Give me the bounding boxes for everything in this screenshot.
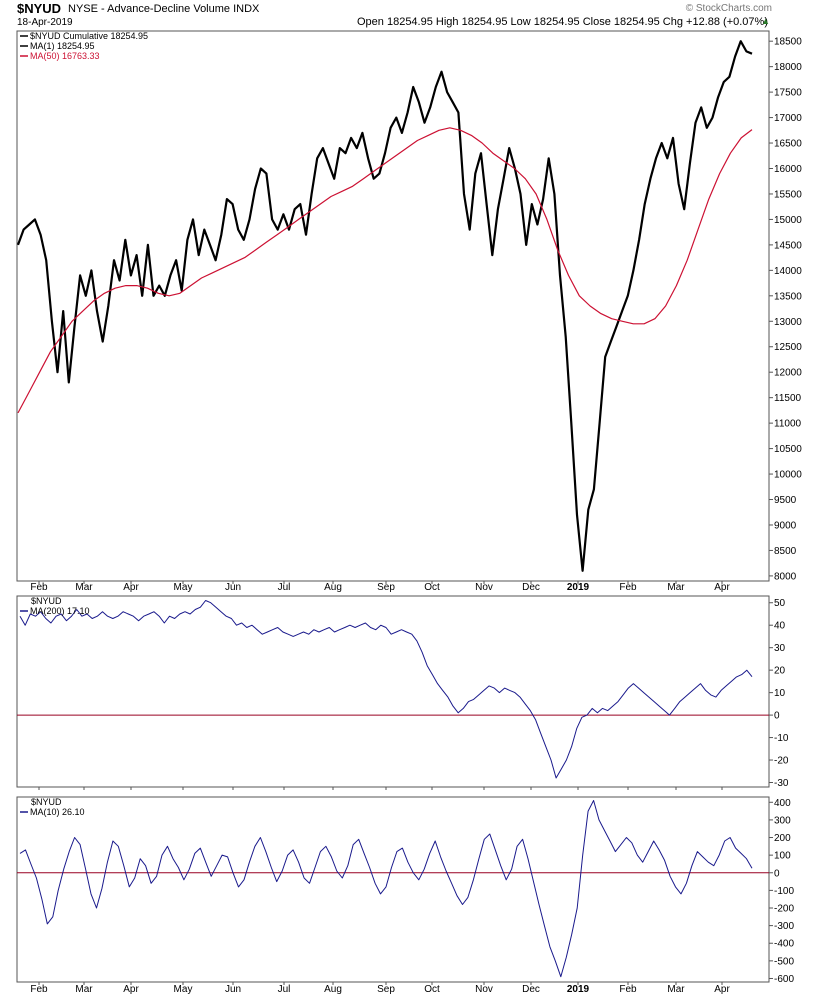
y-tick-label: -600 — [774, 974, 794, 985]
y-tick-label: 10 — [774, 688, 786, 699]
y-tick-label: 400 — [774, 798, 791, 809]
y-tick-label: -300 — [774, 921, 794, 932]
y-tick-label: 10500 — [774, 444, 802, 455]
y-tick-label: 0 — [774, 711, 780, 722]
x-tick-label: May — [174, 984, 193, 995]
y-tick-label: 12500 — [774, 342, 802, 353]
x-tick-label: Jul — [278, 582, 291, 593]
x-tick-label: Mar — [75, 582, 93, 593]
y-tick-label: -100 — [774, 886, 794, 897]
panel-1-frame — [16, 30, 770, 582]
y-tick-label: 13500 — [774, 291, 802, 302]
y-tick-label: 14500 — [774, 240, 802, 251]
y-tick-label: 18500 — [774, 37, 802, 48]
symbol-title: $NYUD — [17, 1, 62, 16]
x-tick-label: Mar — [667, 984, 685, 995]
legend-entry: $NYUD — [31, 797, 62, 807]
y-tick-label: 9500 — [774, 495, 797, 506]
stockcharts-watermark: © StockCharts.com — [685, 3, 772, 14]
x-tick-label: Aug — [324, 984, 342, 995]
y-tick-label: -10 — [774, 733, 789, 744]
y-tick-label: 14000 — [774, 266, 802, 277]
panel-1-series-1-line — [16, 40, 753, 572]
legend-entry: $NYUD — [31, 596, 62, 606]
x-tick-label: Dec — [522, 984, 540, 995]
legend-entry: MA(1) 18254.95 — [30, 41, 95, 51]
x-tick-label: Jun — [225, 984, 241, 995]
y-tick-label: -30 — [774, 778, 789, 789]
y-tick-label: 15500 — [774, 189, 802, 200]
ohlc-readout: Open 18254.95 High 18254.95 Low 18254.95… — [357, 16, 768, 28]
change-up-arrow-icon: ▲ — [761, 16, 770, 26]
legend-entry: MA(50) 16763.33 — [30, 51, 100, 61]
y-tick-label: 12000 — [774, 368, 802, 379]
panel-3-series-1-line — [19, 800, 753, 978]
x-tick-label: Aug — [324, 582, 342, 593]
x-tick-label: Dec — [522, 582, 540, 593]
x-tick-label: Apr — [714, 582, 730, 593]
y-tick-label: 300 — [774, 815, 791, 826]
symbol-description: NYSE - Advance-Decline Volume INDX — [68, 3, 260, 15]
y-tick-label: 50 — [774, 598, 786, 609]
x-tick-label: Nov — [475, 582, 493, 593]
panel-2-series-1-line — [19, 600, 753, 779]
y-tick-label: 15000 — [774, 215, 802, 226]
y-tick-label: 11000 — [774, 419, 802, 430]
y-tick-label: 200 — [774, 833, 791, 844]
legend-entry: MA(10) 26.10 — [30, 807, 85, 817]
y-tick-label: 13000 — [774, 317, 802, 328]
x-tick-label: Sep — [377, 582, 395, 593]
y-tick-label: 8000 — [774, 571, 797, 582]
x-tick-label: Oct — [424, 582, 440, 593]
legend-entry: MA(200) 17.10 — [30, 606, 90, 616]
x-tick-label: Jun — [225, 582, 241, 593]
x-tick-label: Sep — [377, 984, 395, 995]
x-tick-label: Feb — [619, 984, 637, 995]
y-tick-label: 16000 — [774, 164, 802, 175]
y-tick-label: 8500 — [774, 546, 797, 557]
x-tick-label: Apr — [123, 582, 139, 593]
y-tick-label: 100 — [774, 851, 791, 862]
y-tick-label: -20 — [774, 756, 789, 767]
y-tick-label: 17500 — [774, 88, 802, 99]
y-tick-label: 16500 — [774, 139, 802, 150]
x-tick-label: Nov — [475, 984, 493, 995]
x-tick-label: 2019 — [567, 984, 590, 995]
y-tick-label: 20 — [774, 666, 786, 677]
panel-3-frame — [16, 796, 770, 983]
y-tick-label: 0 — [774, 868, 780, 879]
chart-header: $NYUD NYSE - Advance-Decline Volume INDX… — [0, 0, 820, 30]
y-tick-label: -400 — [774, 939, 794, 950]
x-tick-label: Mar — [667, 582, 685, 593]
x-tick-label: Feb — [30, 984, 48, 995]
x-tick-label: Feb — [30, 582, 48, 593]
y-tick-label: 40 — [774, 621, 786, 632]
y-tick-label: 17000 — [774, 113, 802, 124]
x-tick-label: Oct — [424, 984, 440, 995]
y-tick-label: -200 — [774, 904, 794, 915]
panel-1-series-2-line — [17, 127, 753, 414]
y-tick-label: -500 — [774, 956, 794, 967]
y-tick-label: 9000 — [774, 520, 797, 531]
panel-2-frame — [16, 595, 770, 788]
y-tick-label: 10000 — [774, 470, 802, 481]
x-tick-label: Jul — [278, 984, 291, 995]
y-tick-label: 18000 — [774, 62, 802, 73]
x-tick-label: 2019 — [567, 582, 590, 593]
x-tick-label: Apr — [714, 984, 730, 995]
x-tick-label: Mar — [75, 984, 93, 995]
chart-date: 18-Apr-2019 — [17, 17, 73, 28]
x-tick-label: Apr — [123, 984, 139, 995]
y-tick-label: 11500 — [774, 393, 802, 404]
y-tick-label: 30 — [774, 643, 786, 654]
legend-entry: $NYUD Cumulative 18254.95 — [30, 31, 148, 41]
x-tick-label: Feb — [619, 582, 637, 593]
x-tick-label: May — [174, 582, 193, 593]
